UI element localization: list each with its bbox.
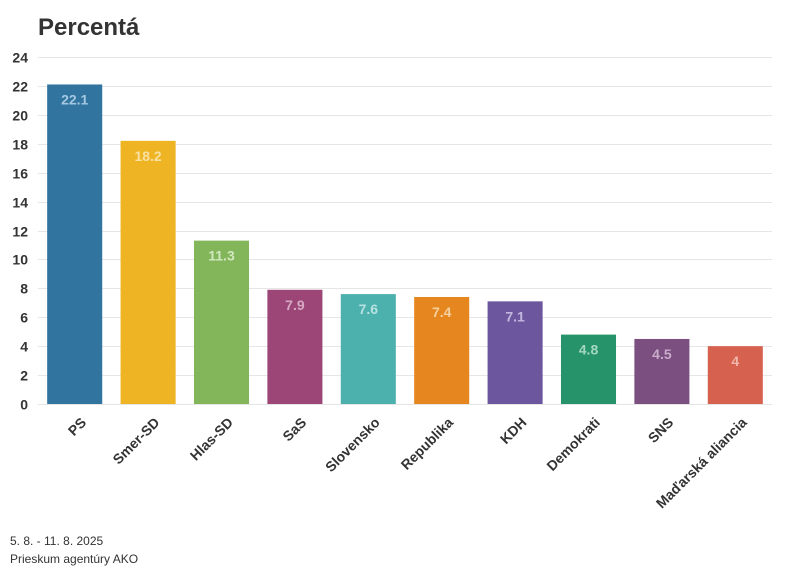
y-tick-label: 12: [12, 224, 28, 240]
bar: [193, 240, 250, 404]
bar-value-label: 7.4: [432, 304, 452, 320]
y-tick-label: 10: [12, 252, 28, 268]
y-tick-label: 6: [20, 310, 28, 326]
y-tick-label: 22: [12, 79, 28, 95]
y-tick-label: 4: [20, 339, 28, 355]
source-note: Prieskum agentúry AKO: [10, 552, 139, 566]
bar-value-label: 4.8: [579, 342, 599, 358]
bar-value-label: 7.1: [505, 308, 525, 324]
bar-value-label: 7.6: [359, 301, 379, 317]
bar: [267, 289, 323, 404]
y-tick-label: 2: [20, 368, 28, 384]
bar: [560, 334, 617, 404]
bar-value-label: 18.2: [134, 148, 161, 164]
bar-value-label: 11.3: [208, 248, 235, 264]
bar: [707, 346, 763, 404]
y-tick-label: 0: [20, 397, 28, 413]
bar-value-label: 22.1: [61, 91, 88, 107]
y-tick-label: 20: [12, 108, 28, 124]
y-tick-label: 8: [20, 281, 28, 297]
x-axis: PS Smer-SD Hlas-SD SaS Slovensko Republika KDH…: [65, 414, 750, 511]
y-tick-label: 14: [12, 195, 28, 211]
x-tick-label: PS: [65, 414, 90, 439]
bars: 22.1 18.2 11.3 7.9 7.6 7.4 7.1 4.8 4.5 4: [47, 84, 763, 405]
y-tick-label: 24: [12, 50, 28, 66]
bar-value-label: 4: [731, 353, 739, 369]
bar: [414, 297, 470, 404]
bar: [120, 140, 176, 404]
chart-footer: 5. 8. - 11. 8. 2025 Prieskum agentúry AK…: [10, 532, 138, 568]
chart-title: Percentá: [38, 14, 140, 41]
y-tick-label: 18: [12, 137, 28, 153]
bar-value-label: 4.5: [652, 346, 672, 362]
x-tick-label: Slovensko: [322, 414, 383, 475]
bar: [47, 84, 103, 405]
date-range: 5. 8. - 11. 8. 2025: [10, 534, 104, 548]
x-tick-label: Hlas-SD: [187, 414, 236, 463]
bar: [340, 294, 396, 404]
y-tick-label: 16: [12, 166, 28, 182]
bar-value-label: 7.9: [285, 297, 305, 313]
x-tick-label: Demokrati: [543, 414, 603, 474]
bar: [634, 338, 690, 404]
x-tick-label: Smer-SD: [109, 414, 162, 467]
x-tick-label: SaS: [279, 414, 309, 444]
x-tick-label: KDH: [497, 414, 530, 447]
x-tick-label: SNS: [645, 414, 677, 446]
x-tick-label: Republika: [398, 414, 457, 473]
bar: [487, 301, 543, 404]
